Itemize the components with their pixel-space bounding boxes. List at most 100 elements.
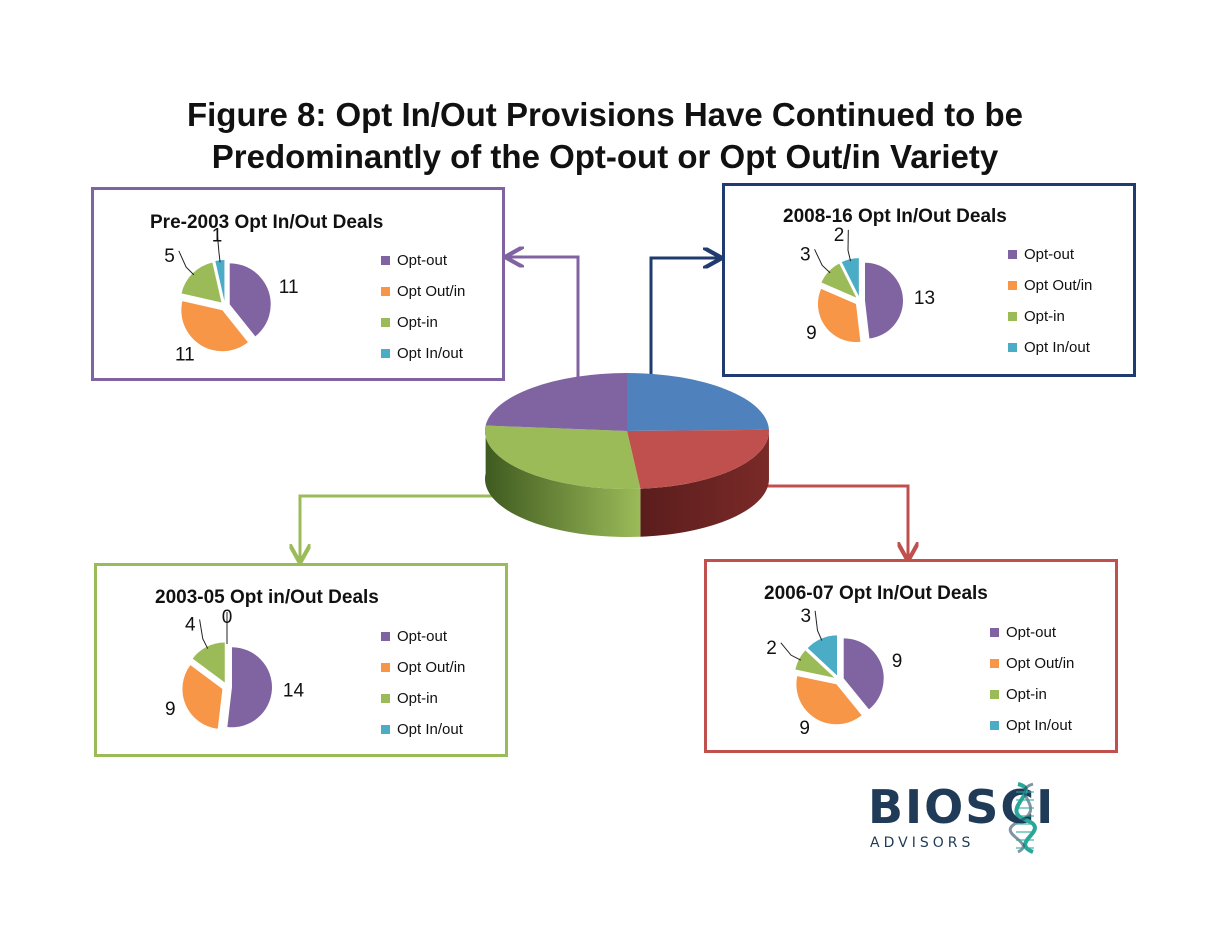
data-label: 5 (164, 246, 175, 267)
panel-title: 2003-05 Opt in/Out Deals (155, 587, 379, 608)
pie-slice-opt-in (795, 650, 835, 678)
legend: Opt-out Opt Out/in Opt-in Opt In/out (381, 628, 465, 752)
arrow-to-pre-2003 (507, 257, 580, 378)
panel-2003-05: 2003-05 Opt in/Out Deals 14 9 4 0 Opt-out Op… (94, 563, 508, 757)
legend-item: Opt-out (381, 628, 465, 659)
legend-item: Opt-in (990, 686, 1074, 717)
legend-item: Opt Out/in (1008, 277, 1092, 308)
legend-label: Opt-in (1024, 308, 1065, 325)
pie-slice-opt-out (227, 647, 272, 728)
leader-line (780, 642, 802, 661)
legend-swatch (990, 689, 999, 699)
data-label: 0 (222, 607, 233, 628)
data-label: 2 (834, 225, 845, 246)
data-label: 9 (806, 323, 817, 344)
pie-slice-opt-out-in (181, 301, 248, 352)
legend-swatch (381, 693, 390, 703)
data-label: 9 (165, 699, 176, 720)
center-pie-slice-red (627, 429, 770, 489)
data-label: 2 (766, 638, 777, 659)
legend-label: Opt-out (1006, 624, 1057, 641)
pie-slice-opt-out (229, 263, 271, 337)
dna-helix-icon (1008, 782, 1037, 854)
legend-item: Opt In/out (381, 345, 465, 376)
panel-pre-2003: Pre-2003 Opt In/Out Deals 11 11 5 1 Opt-out… (91, 187, 505, 381)
legend-item: Opt-out (381, 252, 465, 283)
pie-slice-opt-out-in (182, 665, 223, 729)
legend-swatch (1008, 342, 1017, 352)
figure-title-line-1: Figure 8: Opt In/Out Provisions Have Con… (186, 96, 1024, 133)
data-label: 11 (279, 277, 299, 298)
legend-swatch (990, 658, 999, 668)
legend-item: Opt In/out (381, 721, 465, 752)
figure-title-line-2: Predominantly of the Opt-out or Opt Out/… (211, 138, 999, 175)
data-label: 1 (212, 225, 223, 246)
legend-item: Opt Out/in (990, 655, 1074, 686)
legend-item: Opt Out/in (381, 659, 465, 690)
legend-label: Opt In/out (397, 345, 463, 362)
panel-2008-16: 2008-16 Opt In/Out Deals 13 9 3 2 Opt-out Op… (722, 183, 1136, 377)
legend-swatch (1008, 280, 1017, 290)
data-label: 11 (175, 344, 195, 365)
pie-slice-opt-in (181, 262, 222, 303)
logo-tagline: ADVISORS (870, 835, 975, 851)
legend-swatch (1008, 311, 1017, 321)
pie-chart-pre-2003: 11 11 5 1 (164, 225, 299, 365)
legend-label: Opt In/out (397, 721, 463, 738)
legend-label: Opt Out/in (1024, 277, 1093, 294)
leader-line (178, 250, 195, 276)
legend-label: Opt-out (1024, 246, 1075, 263)
legend-label: Opt Out/in (397, 659, 466, 676)
legend-item: Opt-in (381, 690, 465, 721)
data-label: 3 (800, 244, 811, 265)
legend-item: Opt-in (381, 314, 465, 345)
pie-slice-opt-in-out (841, 258, 859, 297)
biosci-logo: BIOSCI ADVISORS (868, 780, 1118, 855)
leader-line (814, 249, 831, 274)
data-label: 3 (801, 606, 812, 627)
figure-title: Figure 8: Opt In/Out Provisions Have Con… (0, 94, 1210, 178)
legend-swatch (381, 255, 390, 265)
panel-title: Pre-2003 Opt In/Out Deals (150, 212, 384, 233)
data-label: 4 (185, 614, 196, 635)
legend-swatch (381, 631, 390, 641)
legend-label: Opt-in (397, 690, 438, 707)
data-label: 13 (914, 288, 935, 309)
pie-chart-2008-16: 13 9 3 2 (800, 225, 935, 344)
arrow-to-2006-07 (765, 484, 908, 559)
legend-item: Opt Out/in (381, 283, 465, 314)
center-pie-wall-red (640, 429, 769, 537)
legend-swatch (381, 662, 390, 672)
legend-label: Opt-in (1006, 686, 1047, 703)
leader-line (199, 619, 209, 649)
legend-item: Opt-out (1008, 246, 1092, 277)
pie-slice-opt-in (821, 263, 857, 298)
legend: Opt-out Opt Out/in Opt-in Opt In/out (990, 624, 1074, 748)
legend-swatch (381, 286, 390, 296)
legend-label: Opt Out/in (397, 283, 466, 300)
pie-slice-opt-out-in (796, 676, 862, 725)
legend-swatch (381, 317, 390, 327)
pie-chart-2006-07: 9 9 2 3 (766, 606, 903, 739)
leader-line (216, 230, 221, 263)
legend-label: Opt-out (397, 252, 448, 269)
pie-slice-opt-out (843, 638, 884, 710)
data-label: 9 (892, 651, 903, 672)
legend-item: Opt In/out (1008, 339, 1092, 370)
legend-label: Opt In/out (1006, 717, 1072, 734)
legend-item: Opt-out (990, 624, 1074, 655)
panel-title: 2006-07 Opt In/Out Deals (764, 583, 988, 604)
pie-slice-opt-in-out (807, 635, 838, 676)
logo-text: BIOSCI (868, 780, 1056, 834)
panel-title: 2008-16 Opt In/Out Deals (783, 206, 1007, 227)
legend-label: Opt-out (397, 628, 448, 645)
legend-swatch (1008, 249, 1017, 259)
pie-slice-opt-out (864, 262, 903, 339)
legend: Opt-out Opt Out/in Opt-in Opt In/out (1008, 246, 1092, 370)
legend-label: Opt-in (397, 314, 438, 331)
center-pie-slice-blue (627, 373, 769, 431)
leader-line (847, 229, 852, 262)
